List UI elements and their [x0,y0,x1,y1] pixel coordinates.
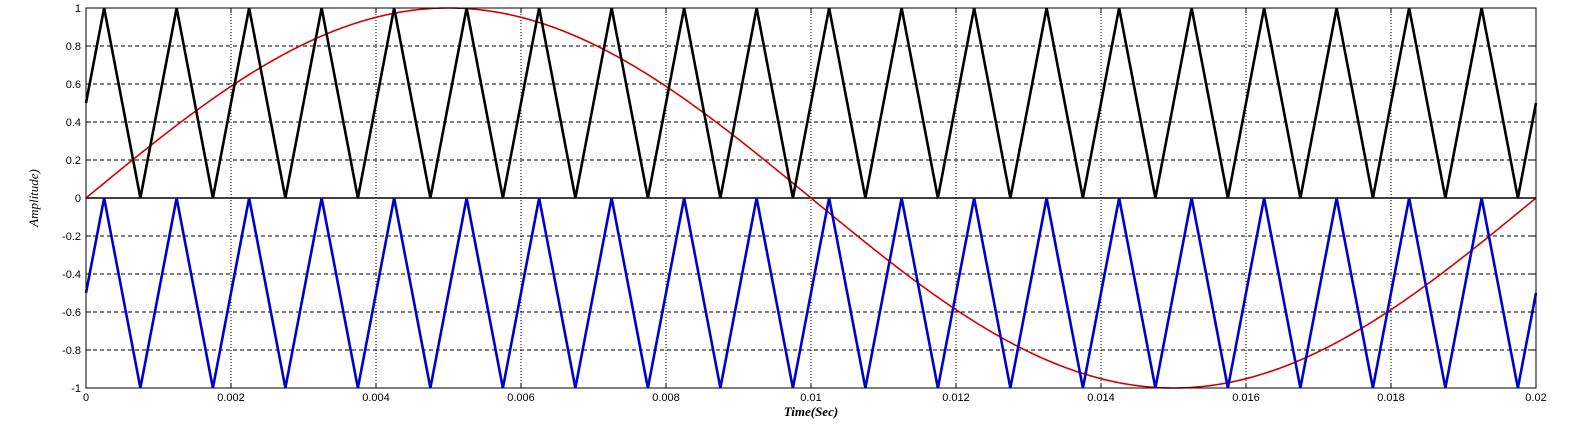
y-axis-title: Amplitude) [26,169,41,228]
y-tick-label-9: 0.8 [66,41,81,53]
x-tick-label-3: 0.006 [507,392,535,404]
x-tick-label-8: 0.016 [1232,392,1260,404]
y-tick-label-1: -0.8 [62,345,81,357]
x-tick-label-9: 0.018 [1377,392,1405,404]
x-tick-label-7: 0.014 [1087,392,1115,404]
x-tick-label-1: 0.002 [217,392,245,404]
x-tick-label-4: 0.008 [652,392,680,404]
y-tick-label-8: 0.6 [66,79,81,91]
y-tick-label-0: -1 [71,383,81,395]
y-tick-label-7: 0.4 [66,117,81,129]
x-tick-label-6: 0.012 [942,392,970,404]
series-group [84,7,1538,389]
series-line-2-triangle [84,197,1538,389]
x-tick-label-2: 0.004 [362,392,390,404]
x-tick-label-5: 0.01 [800,392,821,404]
x-tick-label-10: 0.02 [1525,392,1546,404]
tick-marks [85,7,1537,389]
x-axis-title: Time(Sec) [784,404,838,419]
y-tick-label-2: -0.6 [62,307,81,319]
y-tick-label-3: -0.4 [62,269,81,281]
y-tick-labels: -1 -0.8 -0.6 -0.4 -0.2 0 0.2 0.4 0.6 0.8 1 [62,3,81,395]
series-line-1-triangle [84,7,1538,199]
y-tick-label-10: 1 [75,3,81,15]
x-tick-labels: 0 0.002 0.004 0.006 0.008 0.01 0.012 0.014 0.016… [83,392,1547,404]
y-tick-label-6: 0.2 [66,155,81,167]
x-tick-label-0: 0 [83,392,89,404]
y-tick-label-4: -0.2 [62,231,81,243]
y-tick-label-5: 0 [75,193,81,205]
